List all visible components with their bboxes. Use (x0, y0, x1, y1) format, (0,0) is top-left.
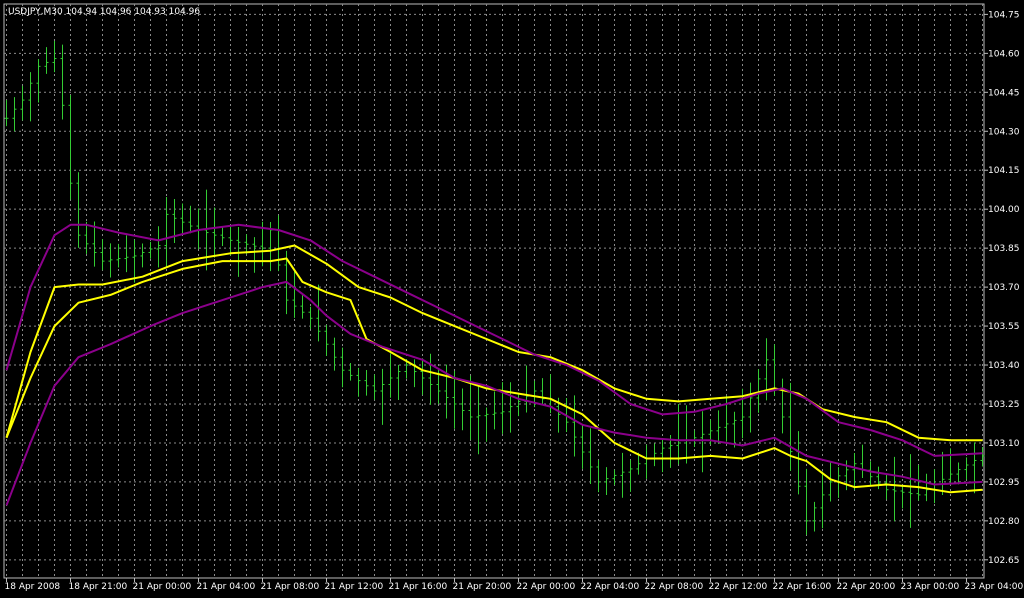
x-tick-label: 18 Apr 21:00 (69, 582, 128, 592)
y-tick-label: 104.75 (988, 10, 1020, 20)
y-tick-label: 103.70 (988, 283, 1020, 293)
y-tick-label: 102.95 (988, 478, 1020, 488)
y-tick-label: 104.30 (988, 127, 1020, 137)
yellow-line-1 (5, 257, 983, 494)
y-tick-label: 103.40 (988, 361, 1020, 371)
x-tick-label: 21 Apr 12:00 (325, 582, 384, 592)
x-tick-label: 21 Apr 08:00 (261, 582, 320, 592)
x-tick-label: 22 Apr 16:00 (773, 582, 832, 592)
moving-average-lines (5, 223, 983, 506)
y-tick-label: 103.25 (988, 400, 1020, 410)
y-tick-label: 102.65 (988, 556, 1020, 566)
y-tick-label: 102.80 (988, 517, 1020, 527)
y-tick-label: 103.55 (988, 322, 1020, 332)
y-tick-label: 104.45 (988, 88, 1020, 98)
x-tick-label: 21 Apr 20:00 (453, 582, 512, 592)
x-tick-label: 22 Apr 08:00 (645, 582, 704, 592)
x-tick-label: 22 Apr 20:00 (837, 582, 896, 592)
x-tick-label: 22 Apr 12:00 (709, 582, 768, 592)
x-tick-label: 23 Apr 04:00 (965, 582, 1024, 592)
y-tick-label: 103.85 (988, 244, 1020, 254)
purple-line-3 (5, 280, 983, 506)
y-tick-label: 103.10 (988, 439, 1020, 449)
y-tick-label: 104.00 (988, 205, 1020, 215)
price-axis: 104.75 104.60 104.45 104.30 104.15 104.00 103.… (984, 10, 1020, 566)
time-axis: 18 Apr 2008 18 Apr 21:00 21 Apr 00:00 21 Ap… (5, 578, 1024, 592)
y-tick-label: 104.60 (988, 49, 1020, 59)
x-tick-label: 18 Apr 2008 (5, 582, 61, 592)
purple-line-2 (5, 223, 983, 457)
x-tick-label: 22 Apr 04:00 (581, 582, 640, 592)
x-tick-label: 22 Apr 00:00 (517, 582, 576, 592)
x-tick-label: 21 Apr 00:00 (133, 582, 192, 592)
y-tick-label: 104.15 (988, 166, 1020, 176)
x-tick-label: 23 Apr 00:00 (901, 582, 960, 592)
x-tick-label: 21 Apr 16:00 (389, 582, 448, 592)
chart-header: USDJPY,M30 104.94 104.96 104.93 104.96 (8, 7, 200, 17)
x-tick-label: 21 Apr 04:00 (197, 582, 256, 592)
